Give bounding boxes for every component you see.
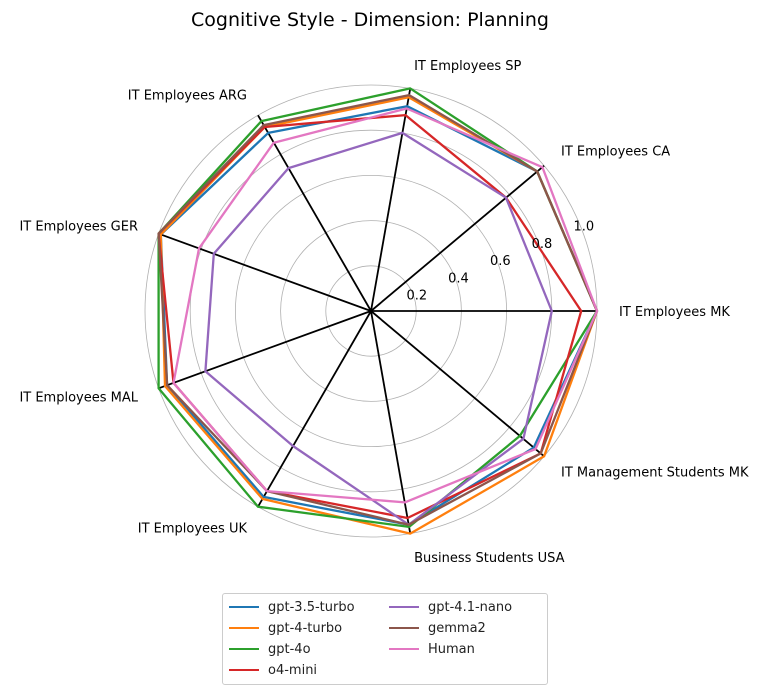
axis-label: IT Employees UK (138, 522, 248, 537)
legend-swatch (389, 648, 419, 650)
axis-spoke (370, 165, 545, 312)
axis-label: IT Management Students MK (561, 466, 749, 481)
legend-label: gpt-4o (268, 641, 311, 657)
axis-spoke (370, 310, 545, 457)
legend-swatch (389, 606, 419, 608)
series-line (157, 93, 599, 526)
legend-label: gpt-3.5-turbo (268, 599, 355, 615)
legend-item: gpt-4.1-nano (389, 598, 512, 616)
legend-swatch (389, 627, 419, 629)
legend-swatch (229, 627, 259, 629)
axis-spoke (158, 310, 372, 390)
legend-label: o4-mini (268, 662, 318, 678)
axis-label: IT Employees ARG (128, 89, 247, 104)
legend: gpt-3.5-turbo gpt-4-turbo gpt-4o o4-mini gpt… (222, 593, 548, 685)
axis-spoke (370, 310, 412, 534)
series-line (204, 131, 553, 526)
legend-item: gpt-3.5-turbo (229, 598, 355, 616)
axis-label: IT Employees SP (414, 59, 521, 74)
legend-swatch (229, 669, 259, 671)
series-layer (157, 87, 599, 535)
legend-label: Human (428, 641, 475, 657)
radial-tick-label: 0.2 (406, 289, 427, 304)
radial-tick-label: 0.6 (490, 254, 511, 269)
legend-label: gpt-4-turbo (268, 620, 343, 636)
series-line (157, 113, 583, 520)
axis-label: IT Employees MAL (19, 391, 138, 406)
axis-label: IT Employees GER (19, 220, 138, 235)
radial-tick-label: 1.0 (573, 220, 594, 235)
legend-swatch (229, 606, 259, 608)
chart-title: Cognitive Style - Dimension: Planning (191, 9, 549, 31)
radial-tick-label: 0.8 (532, 237, 553, 252)
axis-spoke (158, 232, 372, 312)
axis-label: Business Students USA (414, 551, 565, 566)
label-layer: IT Employees MK IT Employees CA IT Employe… (19, 59, 749, 566)
axis-label: IT Employees CA (561, 144, 670, 159)
legend-item: gpt-4o (229, 640, 311, 658)
legend-label: gpt-4.1-nano (428, 599, 513, 615)
series-line (172, 107, 599, 504)
radial-tick-label: 0.4 (448, 271, 469, 286)
legend-item: o4-mini (229, 661, 317, 679)
spoke-layer (158, 88, 597, 534)
series-line (157, 87, 599, 529)
legend-item: gemma2 (389, 619, 486, 637)
axis-spoke (370, 88, 412, 312)
legend-swatch (229, 648, 259, 650)
legend-item: Human (389, 640, 475, 658)
legend-item: gpt-4-turbo (229, 619, 342, 637)
axis-label: IT Employees MK (619, 305, 730, 320)
axis-spoke (257, 310, 372, 508)
legend-label: gemma2 (428, 620, 486, 636)
axis-spoke (257, 114, 372, 312)
